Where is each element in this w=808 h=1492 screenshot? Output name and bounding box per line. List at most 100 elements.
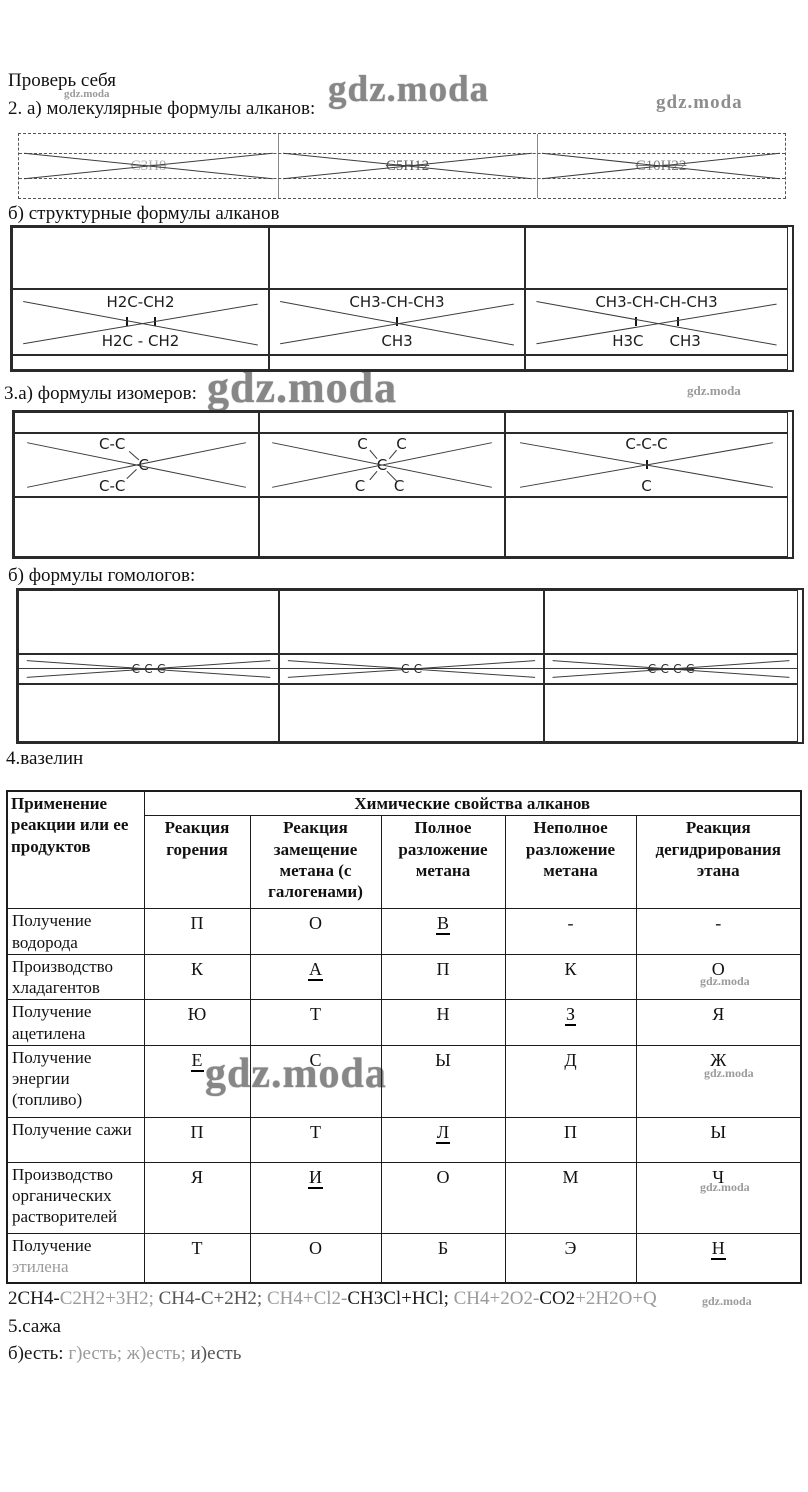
table-cell: C-C	[279, 654, 544, 684]
table-divider	[278, 134, 279, 198]
answer-cell: П	[504, 1116, 637, 1163]
section-5-label: 5.сажа	[8, 1316, 61, 1337]
row-label: Получение сажи	[6, 1116, 145, 1163]
answer-cell: П	[143, 908, 251, 955]
chemical-equations: 2CH4-C2H2+3H2; CH4-C+2H2; CH4+Cl2-CH3Cl+…	[8, 1288, 657, 1311]
table-cell: C-C-C C	[505, 433, 788, 497]
formula-text: CH3	[669, 332, 701, 350]
answer-cell: Э	[504, 1232, 637, 1284]
equation-segment: 2CH4-	[8, 1288, 60, 1309]
bond-tick	[396, 317, 398, 326]
row-label: Производство хладагентов	[6, 953, 145, 1001]
formula-text: C	[641, 477, 652, 495]
formula-text: C-C-C	[625, 435, 668, 453]
page-title: Проверь себя	[8, 70, 116, 91]
equation-segment: CO2	[539, 1288, 576, 1309]
table-row: Получение сажи П Т Л П Ы	[6, 1116, 802, 1163]
section-4-label: 4.вазелин	[6, 748, 84, 769]
table-row: Получение этилена Т О Б Э Н	[6, 1232, 802, 1284]
answer-cell: Б	[380, 1232, 506, 1284]
table-cell	[279, 684, 544, 742]
answer-segment: б)есть:	[8, 1343, 69, 1364]
table-cell: C-C C C-C	[14, 433, 259, 497]
answer-cell: Ы	[380, 1044, 506, 1118]
isomer-formulas-table: C-C C C-C C C C C C C-C-C C	[12, 410, 794, 559]
table-row: Получение ацетилена Ю Т Н З Я	[6, 999, 802, 1046]
row-label: Производство органических растворителей	[6, 1161, 145, 1234]
strikethrough-lines	[278, 134, 537, 198]
row-label: Получение этилена	[6, 1232, 145, 1284]
formula-text: C	[396, 435, 407, 453]
column-header: Реакция горения	[143, 815, 251, 910]
table-divider	[537, 134, 538, 198]
row-label: Получение водорода	[6, 908, 145, 955]
answer-cell: Я	[635, 999, 802, 1046]
homolog-formulas-table: C-C-C C-C C-C-C-C	[16, 588, 804, 744]
strikethrough-lines	[260, 434, 504, 496]
formula-text: CH3-CH-CH3	[349, 293, 445, 311]
answer-cell: Ю	[143, 999, 251, 1046]
answer-cell: Н	[380, 999, 506, 1046]
molecular-formulas-table: С3Н8 С5Н12 С10Н22	[18, 133, 786, 199]
answer-cell: -	[504, 908, 637, 955]
answer-cell: О	[249, 1232, 382, 1284]
answer-cell: К	[143, 953, 251, 1001]
formula-text: C-C	[99, 435, 126, 453]
table-cell	[544, 590, 798, 654]
answer-cell: Н	[635, 1232, 802, 1284]
watermark: gdz.moda	[702, 1294, 752, 1308]
answer-cell: О	[249, 908, 382, 955]
answer-cell: Я	[143, 1161, 251, 1234]
answer-cell: Ы	[635, 1116, 802, 1163]
table-cell	[18, 684, 279, 742]
formula-text: H2C-CH2	[106, 293, 175, 311]
table-divider	[19, 178, 785, 179]
section-3a-label: 3.а) формулы изомеров:	[4, 383, 197, 404]
answer-cell: О	[380, 1161, 506, 1234]
table-cell: CH3-CH-CH-CH3 H3C CH3	[525, 289, 788, 355]
table-cell	[14, 497, 259, 557]
watermark: gdz.moda	[687, 383, 741, 398]
formula-text: H3C	[612, 332, 644, 350]
answer-cell: В	[380, 908, 506, 955]
strikethrough-lines	[526, 290, 787, 354]
table-row: Получение энергии (топливо) Е С Ы Д Ж	[6, 1044, 802, 1118]
table-cell	[259, 497, 505, 557]
formula-text: C	[357, 435, 368, 453]
table-cell	[259, 412, 505, 433]
formula-text: H2C - CH2	[101, 332, 180, 350]
answer-cell: Д	[504, 1044, 637, 1118]
table-cell: H2C-CH2 H2C - CH2	[12, 289, 269, 355]
formula-text: CH3-CH-CH-CH3	[595, 293, 718, 311]
column-header: Полное разложение метана	[380, 815, 506, 910]
table-cell	[505, 497, 788, 557]
strikethrough-lines	[280, 655, 543, 683]
structural-formulas-table: H2C-CH2 H2C - CH2 CH3-CH-CH3 CH3 CH3-CH-…	[10, 225, 794, 372]
table-row: Получение водорода П О В - -	[6, 908, 802, 955]
strikethrough-lines	[19, 655, 278, 683]
equation-segment: CH4+Cl2-	[266, 1288, 348, 1309]
answer-cell: П	[380, 953, 506, 1001]
answer-cell: -	[635, 908, 802, 955]
table-cell	[279, 590, 544, 654]
table-cell	[14, 412, 259, 433]
section-5b-line: б)есть: г)есть; ж)есть; и)есть	[8, 1343, 241, 1366]
table-row: Производство органических растворителей …	[6, 1161, 802, 1234]
formula-text: C	[354, 477, 366, 495]
table-cell: C-C-C	[18, 654, 279, 684]
table-cell: С5Н12	[278, 134, 537, 198]
answer-cell: Ч	[635, 1161, 802, 1234]
formula-text: C-C	[99, 477, 126, 495]
table-cell: С3Н8	[19, 134, 278, 198]
answer-cell: И	[249, 1161, 382, 1234]
table-cell	[12, 355, 269, 370]
formula-row: H3C CH3	[612, 332, 701, 350]
answer-cell: Т	[249, 999, 382, 1046]
section-2b-label: б) структурные формулы алканов	[8, 203, 280, 224]
column-header: Реакция замещение метана (с галогенами)	[249, 815, 382, 910]
table-cell	[269, 227, 525, 289]
table-cell	[18, 590, 279, 654]
answer-segment: г)есть; ж)есть;	[68, 1343, 191, 1364]
column-header: Реакция дегидрирования этана	[635, 815, 802, 910]
